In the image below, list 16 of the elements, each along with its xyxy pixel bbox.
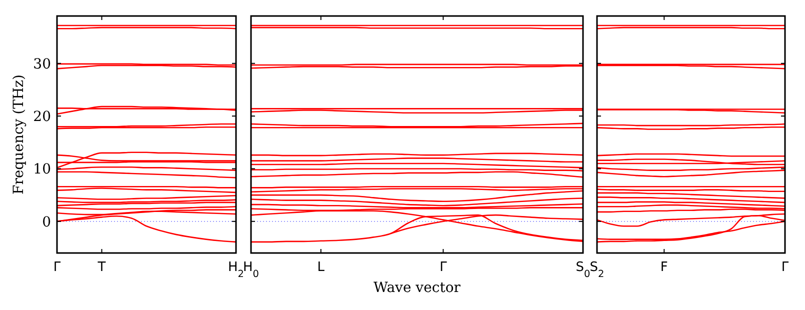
x-tick-label: T (96, 260, 106, 275)
y-axis-title: Frequency (THz) (11, 74, 27, 195)
x-tick-label: Γ (781, 260, 790, 275)
x-tick-label: H$_{0}$ (243, 260, 259, 280)
y-tick-label: 0 (42, 214, 51, 230)
y-tick-label: 20 (33, 108, 51, 125)
y-tick-label: 30 (33, 56, 51, 72)
x-tick-label: F (660, 260, 668, 275)
x-tick-label: S$_{0}$ (576, 260, 590, 280)
x-axis-title: Wave vector (374, 280, 461, 296)
y-tick-label: 10 (33, 162, 51, 178)
x-tick-label: L (317, 260, 326, 275)
x-tick-label: S$_{2}$ (590, 260, 604, 280)
x-tick-label: Γ (440, 260, 448, 275)
x-tick-label: H$_{2}$ (228, 260, 244, 280)
x-tick-label: Γ (53, 260, 62, 275)
